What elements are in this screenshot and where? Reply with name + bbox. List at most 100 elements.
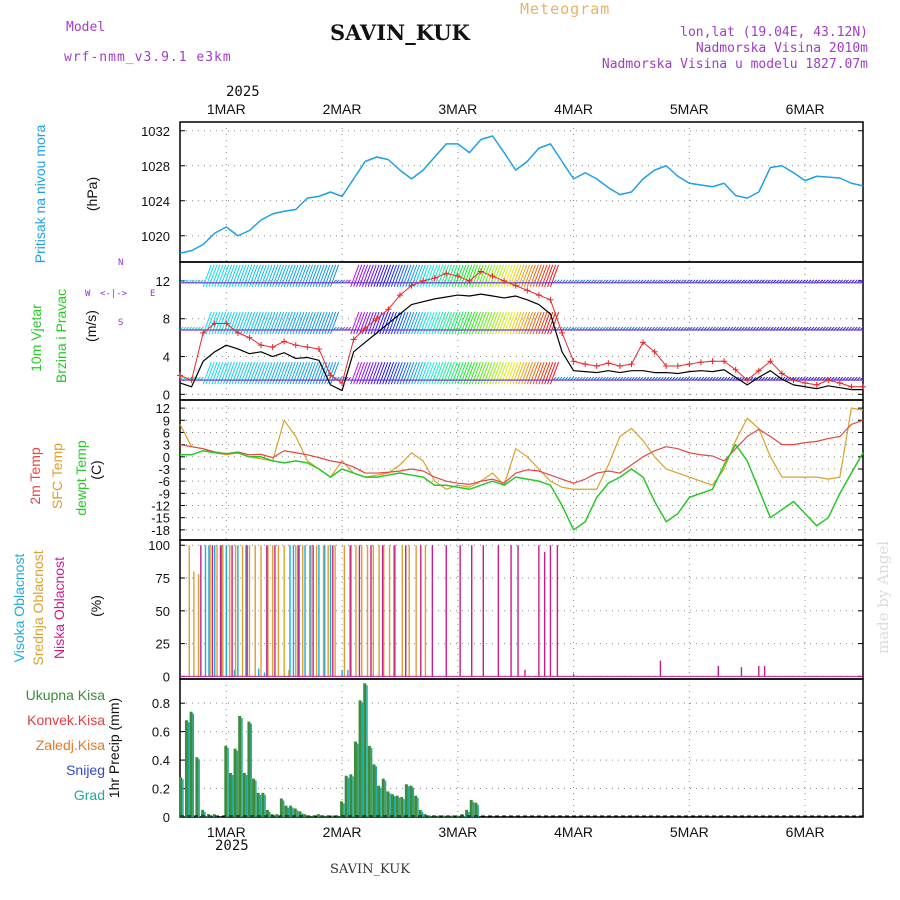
wind-gust-marker bbox=[755, 367, 762, 374]
wind-gust-marker bbox=[281, 338, 288, 345]
precip-bar bbox=[437, 815, 441, 817]
precip-bar-overlay bbox=[268, 811, 271, 817]
day-label-top: 1MAR bbox=[207, 101, 246, 117]
precip-tick-label: 0 bbox=[163, 810, 170, 825]
wind-gust-marker bbox=[570, 358, 577, 365]
temperature-tick-label: -12 bbox=[151, 499, 170, 514]
precip-bar-overlay bbox=[361, 702, 364, 817]
temperature-tick-label: -6 bbox=[158, 474, 170, 489]
legend-ukupna-kisa: Ukupna Kisa bbox=[25, 687, 105, 703]
cloud-tick-label: 0 bbox=[163, 669, 170, 684]
wind-gust-marker bbox=[188, 377, 195, 384]
precip-tick-label: 0.6 bbox=[152, 725, 170, 740]
day-label-top: 2MAR bbox=[323, 101, 362, 117]
precip-bar bbox=[391, 794, 395, 817]
precip-bar-overlay bbox=[287, 807, 290, 817]
precip-bar bbox=[340, 801, 344, 817]
precip-bar bbox=[414, 795, 418, 817]
precip-bar bbox=[344, 775, 348, 817]
precip-bar-overlay bbox=[389, 793, 391, 817]
wind-gust-marker bbox=[744, 377, 751, 384]
precip-bar bbox=[451, 815, 455, 817]
precip-bar bbox=[303, 814, 307, 817]
pressure-panel: 1020 1024 1028 1032 bbox=[141, 121, 864, 263]
precip-bar-overlay bbox=[370, 747, 373, 817]
precip-bar bbox=[330, 815, 334, 817]
precip-bar bbox=[242, 772, 246, 817]
wind-gust-marker bbox=[767, 358, 774, 365]
precip-bar bbox=[386, 791, 390, 817]
temperature-tick-label: 3 bbox=[163, 438, 170, 453]
wind-gust-marker bbox=[605, 360, 612, 367]
wind-gust-marker bbox=[408, 282, 415, 289]
precip-bar bbox=[252, 778, 256, 817]
precip-bar bbox=[349, 774, 353, 817]
precip-bar-overlay bbox=[278, 816, 280, 817]
model-name: wrf-nmm_v3.9.1 e3km bbox=[64, 50, 232, 65]
precip-bar-overlay bbox=[209, 816, 212, 817]
precip-bar-overlay bbox=[394, 796, 396, 817]
precip-bar bbox=[418, 809, 422, 817]
temperature-tick-label: 12 bbox=[156, 401, 170, 416]
precip-bar bbox=[316, 814, 320, 817]
precip-bar-overlay bbox=[241, 717, 243, 817]
wind-gust-marker bbox=[559, 329, 566, 336]
cloud-frame bbox=[179, 539, 864, 680]
precip-bar-overlay bbox=[192, 713, 195, 817]
precip-bar-overlay bbox=[375, 766, 377, 817]
day-label-bottom: 5MAR bbox=[670, 824, 709, 840]
precip-bar bbox=[189, 711, 193, 817]
sfc-temp-line bbox=[179, 407, 864, 490]
precip-bar bbox=[400, 797, 404, 817]
temperature-tick-label: -15 bbox=[151, 511, 170, 526]
wind-gust-marker bbox=[177, 372, 183, 379]
wind-gust-marker bbox=[385, 306, 392, 313]
wind-gust-line bbox=[179, 270, 863, 388]
wind-tick-label: 0 bbox=[163, 387, 170, 402]
precip-panel: 0 0.2 0.4 0.6 0.8 bbox=[152, 678, 864, 825]
wind-gust-marker bbox=[802, 379, 809, 386]
wind-gust-marker bbox=[292, 342, 299, 349]
temperature-tick-label: 9 bbox=[163, 413, 170, 428]
precip-bar bbox=[428, 815, 432, 817]
precip-bar bbox=[238, 715, 242, 817]
precip-bar-overlay bbox=[198, 759, 200, 817]
cloud-tick-label: 75 bbox=[156, 571, 170, 586]
altitude-label: Nadmorska Visina 2010m bbox=[695, 41, 868, 56]
precip-bar bbox=[212, 814, 216, 817]
wind-gust-marker bbox=[327, 372, 334, 379]
precip-bar bbox=[184, 720, 188, 817]
wind-gust-marker bbox=[477, 268, 484, 275]
precip-bar-overlay bbox=[273, 816, 276, 817]
pressure-tick-label: 1024 bbox=[141, 194, 170, 209]
precip-bar-overlay bbox=[227, 747, 229, 817]
precip-bar-overlay bbox=[403, 799, 405, 817]
precip-tick-label: 0.4 bbox=[152, 753, 170, 768]
wind-gust-marker bbox=[304, 344, 311, 351]
precip-bar bbox=[224, 745, 228, 817]
precip-bar-overlay bbox=[352, 776, 354, 817]
precip-bar-overlay bbox=[417, 797, 419, 817]
precip-bar-overlay bbox=[282, 800, 285, 817]
wind-gust-marker bbox=[454, 273, 461, 280]
precip-bar bbox=[404, 784, 408, 817]
precip-bar-overlay bbox=[468, 811, 470, 817]
wind-gust-marker bbox=[315, 345, 322, 352]
wind-gust-marker bbox=[258, 342, 265, 349]
day-label-top: 4MAR bbox=[554, 101, 593, 117]
wind-gust-marker bbox=[269, 344, 276, 351]
legend-grad: Grad bbox=[73, 787, 105, 803]
precip-bar-overlay bbox=[231, 774, 234, 817]
compass-north: N bbox=[118, 258, 124, 268]
precip-bar bbox=[284, 805, 288, 817]
precip-bar bbox=[469, 799, 473, 817]
temperature-frame bbox=[179, 399, 864, 541]
temp-2m-line bbox=[179, 419, 864, 486]
wind-gust-marker bbox=[535, 292, 542, 299]
precip-bar bbox=[298, 811, 302, 817]
precip-bar-overlay bbox=[472, 801, 475, 817]
wind-gust-marker bbox=[640, 339, 647, 346]
precip-bar bbox=[377, 785, 381, 817]
